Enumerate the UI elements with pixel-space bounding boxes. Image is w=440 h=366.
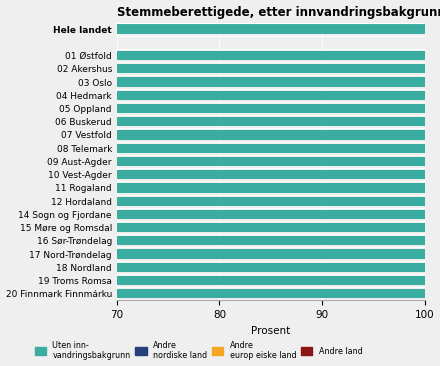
Bar [117, 25, 440, 34]
Legend: Uten inn-
vandringsbakgrunn, Andre
nordiske land, Andre
europ eiske land, Andre : Uten inn- vandringsbakgrunn, Andre nordi… [35, 340, 363, 360]
Bar [117, 223, 440, 232]
Bar [117, 130, 440, 139]
Bar [117, 157, 440, 166]
X-axis label: Prosent: Prosent [251, 326, 290, 336]
Bar [117, 210, 440, 219]
Bar [117, 289, 440, 298]
Bar [117, 197, 440, 206]
Bar [117, 170, 440, 179]
Bar [117, 91, 440, 100]
Bar [117, 183, 440, 193]
Bar [117, 236, 440, 246]
Bar [117, 104, 440, 113]
Bar [117, 51, 440, 60]
Bar [117, 143, 440, 153]
Bar [117, 263, 440, 272]
Bar [117, 276, 440, 285]
Bar [117, 64, 440, 74]
Bar [117, 250, 440, 259]
Bar [117, 117, 440, 126]
Bar [117, 78, 440, 87]
Text: Stemmeberettigede, etter innvandringsbakgrunn og fylke. Prosent: Stemmeberettigede, etter innvandringsbak… [117, 5, 440, 19]
